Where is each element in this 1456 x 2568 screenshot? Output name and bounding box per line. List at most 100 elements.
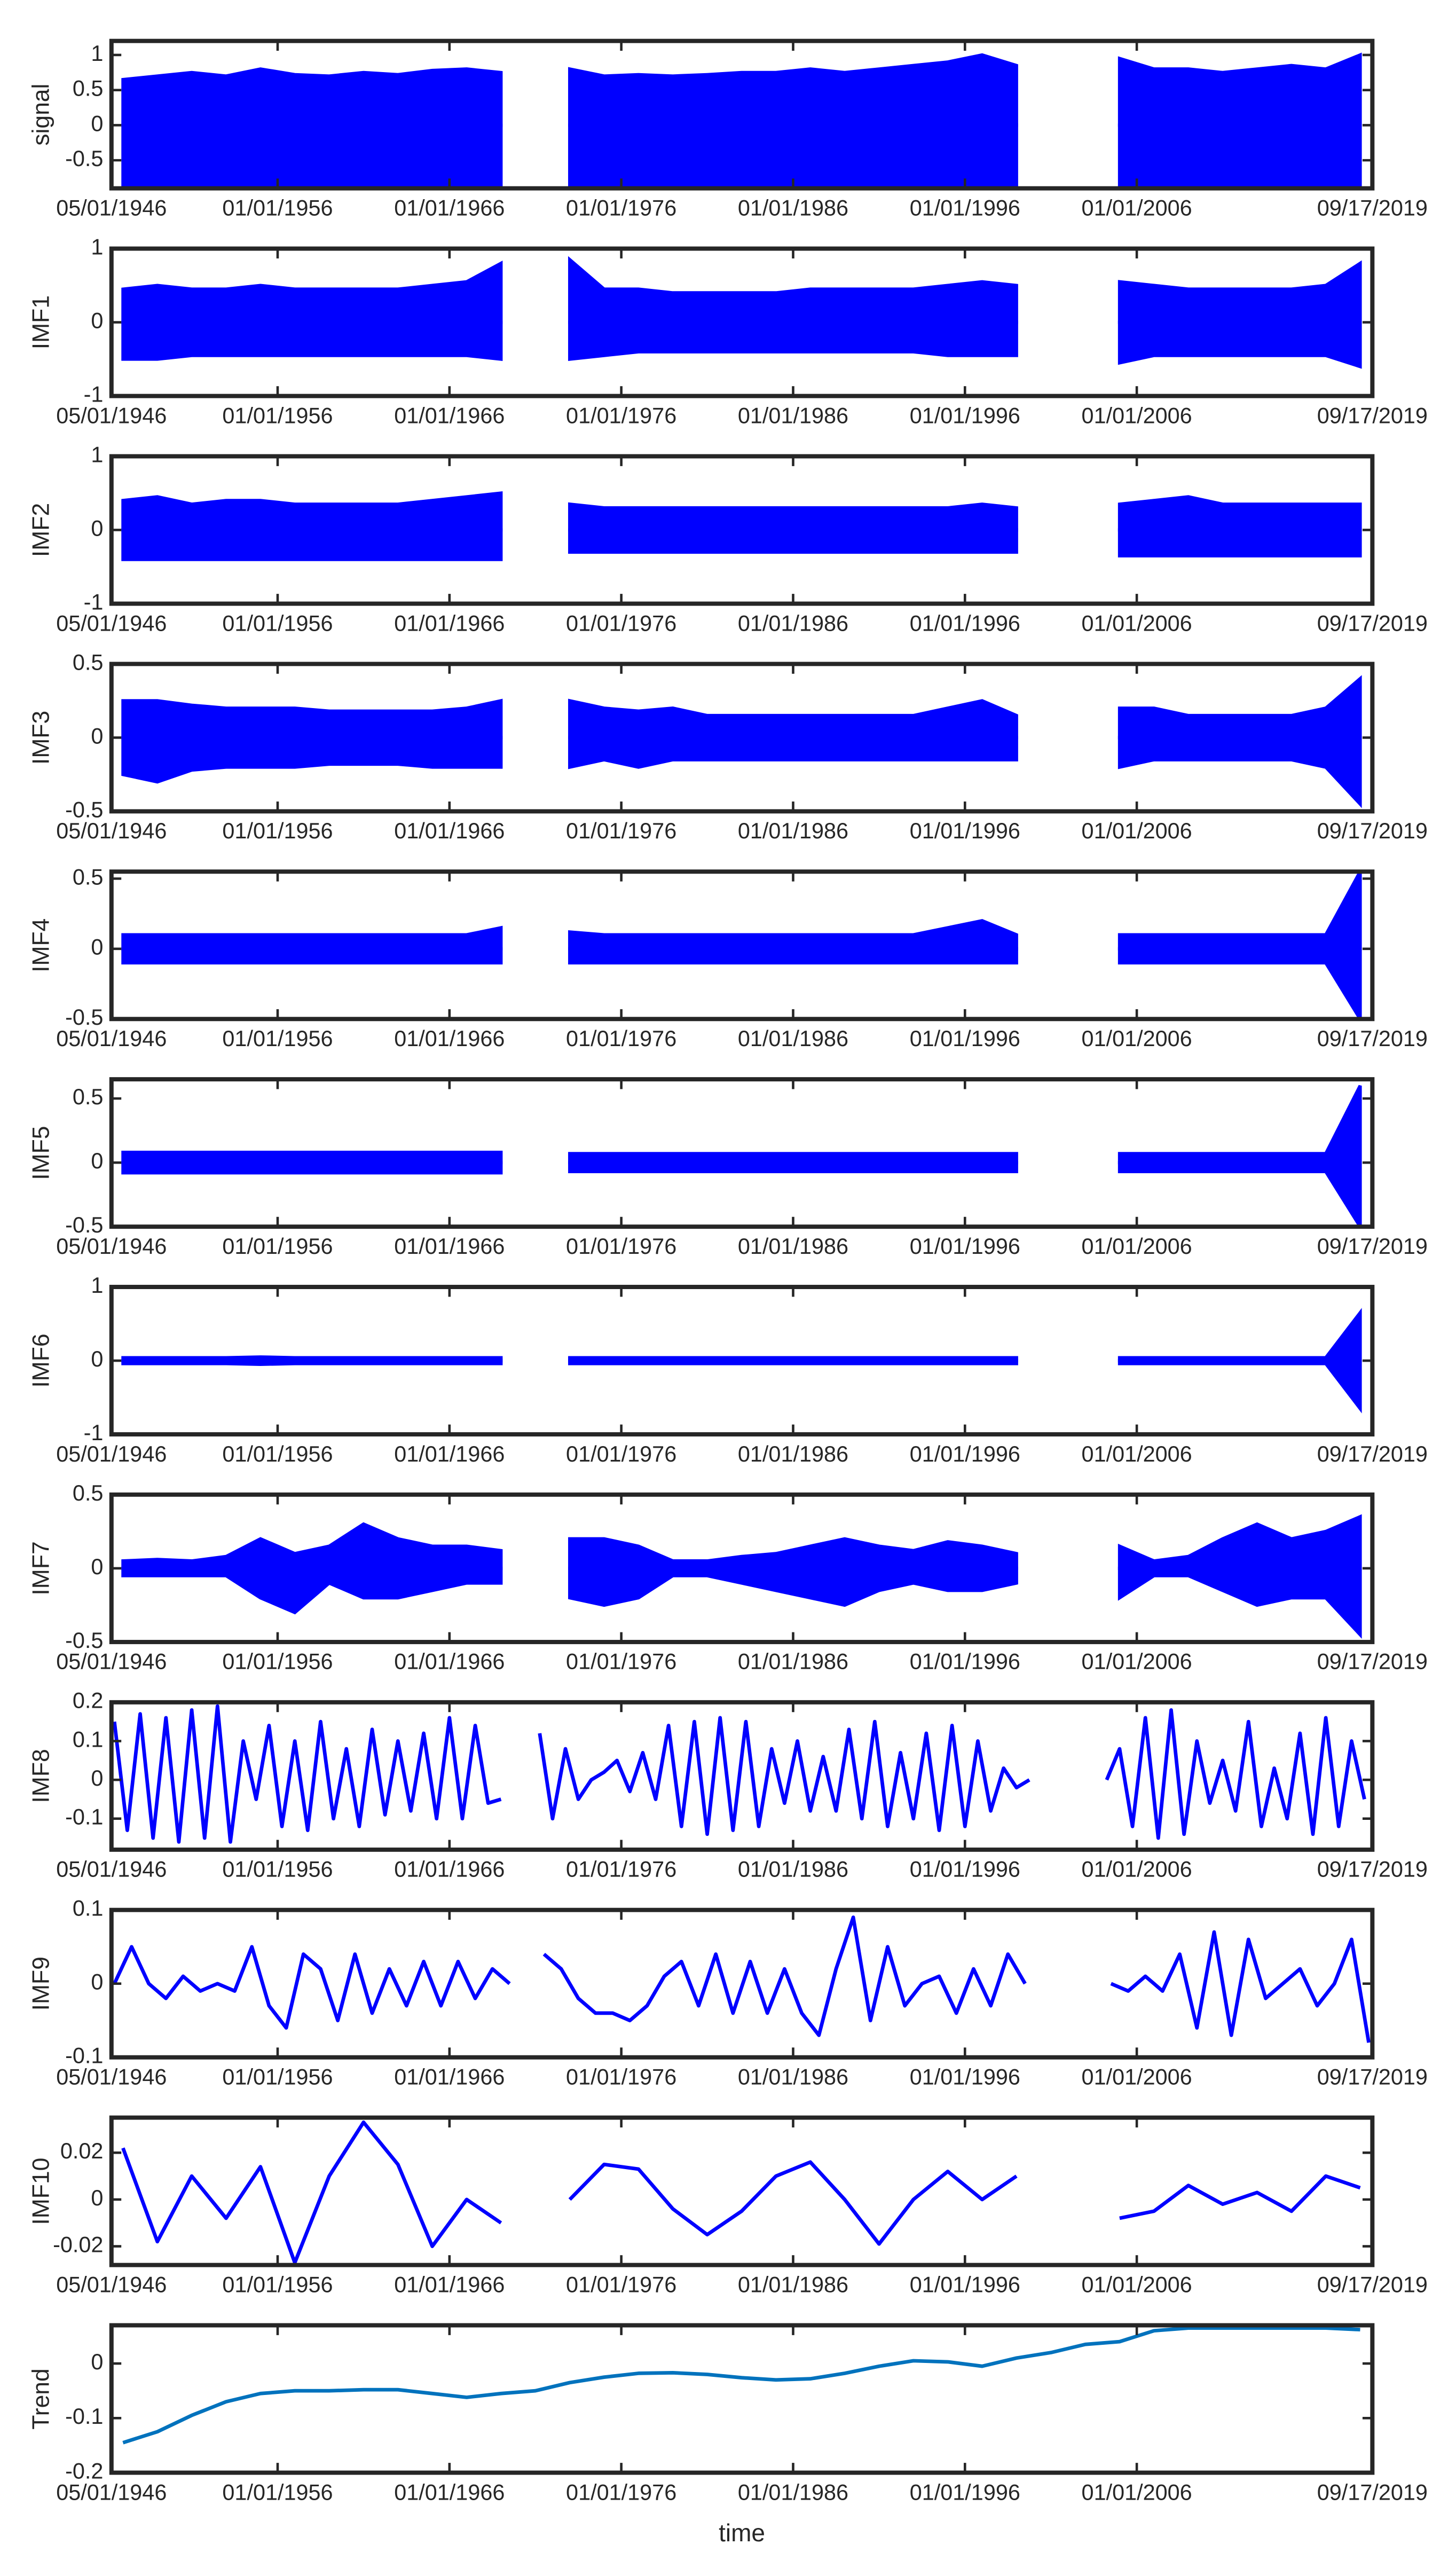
x-tick-label: 09/17/2019 [1317, 2480, 1428, 2504]
band-area [1117, 320, 1362, 369]
band-area [1117, 1566, 1362, 1639]
x-tick-label: 01/01/1956 [222, 1026, 333, 1051]
x-tick-label: 01/01/1966 [394, 819, 505, 843]
band-area [121, 947, 503, 965]
x-tick-label: 01/01/1956 [222, 2480, 333, 2504]
x-tick-label: 01/01/2006 [1082, 611, 1192, 635]
x-tick-label: 01/01/1986 [738, 1234, 848, 1259]
band-area [568, 736, 1018, 769]
x-tick-label: 01/01/1976 [566, 1026, 676, 1051]
line [542, 1915, 1027, 2037]
x-tick-label: 09/17/2019 [1317, 196, 1428, 221]
band-area [1117, 1308, 1362, 1363]
band-area [1117, 947, 1362, 1019]
y-axis-label: IMF9 [28, 1957, 54, 2011]
y-tick-label: 0.5 [73, 1085, 104, 1109]
axes-box [109, 2323, 1375, 2475]
y-tick-label: 1 [91, 41, 103, 66]
band-area [568, 1358, 1018, 1365]
x-tick-label: 01/01/1996 [910, 1234, 1020, 1259]
x-tick-label: 05/01/1946 [56, 2272, 167, 2297]
x-tick-label: 01/01/2006 [1082, 403, 1192, 428]
y-tick-label: 0 [91, 935, 103, 960]
x-tick-label: 01/01/1966 [394, 2272, 505, 2297]
y-tick-label: 0 [91, 1766, 103, 1790]
x-tick-label: 09/17/2019 [1317, 611, 1428, 635]
x-tick-label: 01/01/1986 [738, 1026, 848, 1051]
x-tick-label: 01/01/1956 [222, 1234, 333, 1259]
y-tick-label: 0.5 [73, 865, 104, 889]
y-axis-label: IMF3 [28, 711, 54, 765]
band-area [568, 528, 1018, 554]
band-area [121, 925, 503, 951]
band-area [568, 947, 1018, 965]
band-area [121, 698, 503, 740]
band-area [121, 736, 503, 784]
x-tick-label: 05/01/1946 [56, 1234, 167, 1259]
x-tick-label: 01/01/1986 [738, 819, 848, 843]
x-tick-label: 01/01/1976 [566, 819, 676, 843]
x-tick-label: 01/01/1976 [566, 1650, 676, 1674]
x-tick-label: 01/01/1976 [566, 403, 676, 428]
x-tick-label: 01/01/1996 [910, 403, 1020, 428]
x-tick-label: 09/17/2019 [1317, 2065, 1428, 2090]
x-tick-label: 01/01/1966 [394, 196, 505, 221]
y-tick-label: -0.1 [65, 2404, 103, 2429]
x-tick-label: 01/01/1996 [910, 2065, 1020, 2090]
x-tick-label: 01/01/1996 [910, 196, 1020, 221]
y-axis-label: IMF2 [28, 503, 54, 557]
x-tick-label: 01/01/1976 [566, 1442, 676, 1466]
y-tick-label: 0.5 [73, 1481, 104, 1505]
band-area [121, 1161, 503, 1175]
x-tick-label: 01/01/1956 [222, 196, 333, 221]
y-tick-label: 1 [91, 235, 103, 260]
x-tick-label: 05/01/1946 [56, 403, 167, 428]
x-tick-label: 01/01/1976 [566, 2272, 676, 2297]
y-tick-label: -0.5 [65, 1213, 103, 1237]
x-tick-label: 01/01/1956 [222, 1650, 333, 1674]
x-tick-label: 01/01/2006 [1082, 1650, 1192, 1674]
axes-box [109, 38, 1375, 191]
x-tick-label: 01/01/2006 [1082, 2272, 1192, 2297]
y-axis-label: IMF5 [28, 1126, 54, 1180]
x-tick-label: 01/01/1996 [910, 1026, 1020, 1051]
x-tick-label: 01/01/1956 [222, 1857, 333, 1882]
band-area [1117, 1514, 1362, 1570]
y-tick-label: 0 [91, 1970, 103, 1994]
x-tick-label: 01/01/2006 [1082, 1026, 1192, 1051]
band-area [568, 1161, 1018, 1174]
band-area [568, 123, 1018, 187]
band-area [1117, 123, 1362, 187]
band-area [1117, 1358, 1362, 1413]
line [538, 1716, 1030, 1836]
x-tick-label: 01/01/1986 [738, 2065, 848, 2090]
band-area [568, 320, 1018, 361]
y-tick-label: -0.5 [65, 797, 103, 822]
x-tick-label: 01/01/1956 [222, 2065, 333, 2090]
y-tick-label: 0 [91, 724, 103, 748]
line [1119, 2174, 1361, 2220]
y-tick-label: -0.02 [53, 2232, 103, 2257]
x-tick-label: 01/01/1966 [394, 1650, 505, 1674]
x-tick-label: 01/01/1996 [910, 819, 1020, 843]
band-area [568, 256, 1018, 324]
y-axis-label: signal [28, 84, 54, 146]
x-tick-label: 01/01/2006 [1082, 819, 1192, 843]
x-tick-label: 01/01/1976 [566, 611, 676, 635]
line [112, 1704, 502, 1844]
x-tick-label: 09/17/2019 [1317, 1234, 1428, 1259]
x-tick-label: 01/01/1986 [738, 611, 848, 635]
y-axis-label: Trend [28, 2368, 54, 2430]
line [113, 1945, 511, 2030]
band-area [121, 1522, 503, 1570]
y-tick-label: 0.5 [73, 76, 104, 101]
y-tick-label: -0.5 [65, 1005, 103, 1030]
x-tick-label: 09/17/2019 [1317, 819, 1428, 843]
x-tick-label: 01/01/1966 [394, 1026, 505, 1051]
line [122, 2326, 1360, 2445]
x-tick-label: 09/17/2019 [1317, 2272, 1428, 2297]
y-tick-label: 0 [91, 2186, 103, 2210]
x-tick-label: 01/01/1976 [566, 1234, 676, 1259]
x-tick-label: 01/01/1966 [394, 611, 505, 635]
